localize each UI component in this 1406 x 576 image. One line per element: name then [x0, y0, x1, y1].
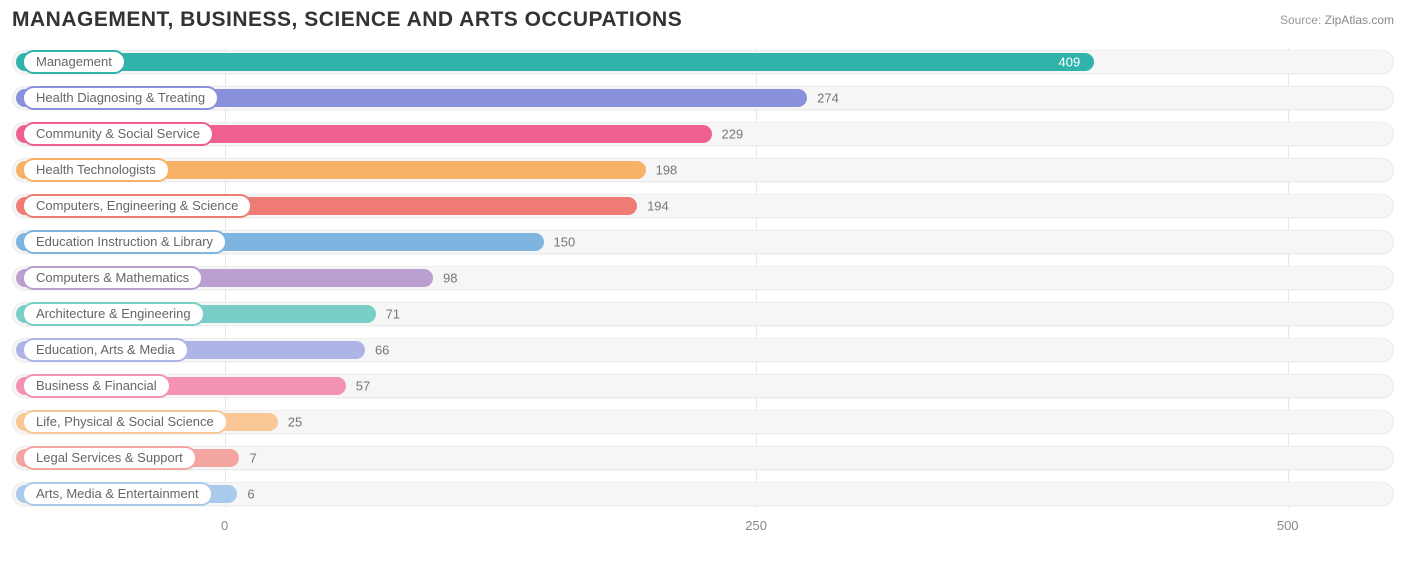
chart-category-pill: Education Instruction & Library: [22, 230, 227, 254]
chart-row: Management 409: [12, 48, 1394, 76]
chart-row: Architecture & Engineering 71: [12, 300, 1394, 328]
chart-bar: [16, 53, 1094, 71]
chart-row: Health Technologists 198: [12, 156, 1394, 184]
chart-value-label: 409: [1059, 55, 1081, 70]
chart-area: Management 409 Health Diagnosing & Treatin…: [12, 42, 1394, 568]
chart-title: MANAGEMENT, BUSINESS, SCIENCE AND ARTS O…: [12, 8, 682, 32]
chart-category-pill: Life, Physical & Social Science: [22, 410, 228, 434]
source-value: ZipAtlas.com: [1325, 13, 1394, 27]
chart-value-label: 71: [386, 307, 400, 322]
chart-plot: Management 409 Health Diagnosing & Treatin…: [12, 48, 1394, 508]
chart-row: Education, Arts & Media 66: [12, 336, 1394, 364]
chart-row: Legal Services & Support 7: [12, 444, 1394, 472]
chart-value-label: 274: [817, 91, 839, 106]
chart-x-tick: 0: [221, 518, 228, 533]
chart-category-pill: Community & Social Service: [22, 122, 214, 146]
chart-value-label: 194: [647, 199, 669, 214]
chart-row: Business & Financial 57: [12, 372, 1394, 400]
chart-category-pill: Management: [22, 50, 126, 74]
chart-category-pill: Architecture & Engineering: [22, 302, 205, 326]
chart-header: MANAGEMENT, BUSINESS, SCIENCE AND ARTS O…: [12, 8, 1394, 32]
chart-row: Computers & Mathematics 98: [12, 264, 1394, 292]
chart-source: Source: ZipAtlas.com: [1280, 13, 1394, 27]
chart-category-pill: Arts, Media & Entertainment: [22, 482, 213, 506]
chart-row: Life, Physical & Social Science 25: [12, 408, 1394, 436]
chart-row: Education Instruction & Library 150: [12, 228, 1394, 256]
chart-value-label: 150: [554, 235, 576, 250]
chart-category-pill: Business & Financial: [22, 374, 171, 398]
chart-rows: Management 409 Health Diagnosing & Treatin…: [12, 48, 1394, 508]
chart-row: Computers, Engineering & Science 194: [12, 192, 1394, 220]
chart-value-label: 229: [722, 127, 744, 142]
chart-x-tick: 500: [1277, 518, 1299, 533]
chart-value-label: 25: [288, 415, 302, 430]
chart-value-label: 98: [443, 271, 457, 286]
chart-category-pill: Education, Arts & Media: [22, 338, 189, 362]
chart-x-axis: 0 250 500: [12, 516, 1394, 538]
chart-row: Arts, Media & Entertainment 6: [12, 480, 1394, 508]
chart-category-pill: Health Diagnosing & Treating: [22, 86, 219, 110]
chart-category-pill: Computers & Mathematics: [22, 266, 203, 290]
chart-row: Health Diagnosing & Treating 274: [12, 84, 1394, 112]
chart-value-label: 6: [247, 487, 254, 502]
chart-x-tick: 250: [745, 518, 767, 533]
chart-value-label: 57: [356, 379, 370, 394]
chart-value-label: 198: [656, 163, 678, 178]
chart-row: Community & Social Service 229: [12, 120, 1394, 148]
source-label: Source:: [1280, 13, 1321, 27]
chart-category-pill: Health Technologists: [22, 158, 170, 182]
chart-category-pill: Legal Services & Support: [22, 446, 197, 470]
chart-value-label: 66: [375, 343, 389, 358]
chart-category-pill: Computers, Engineering & Science: [22, 194, 252, 218]
chart-value-label: 7: [249, 451, 256, 466]
